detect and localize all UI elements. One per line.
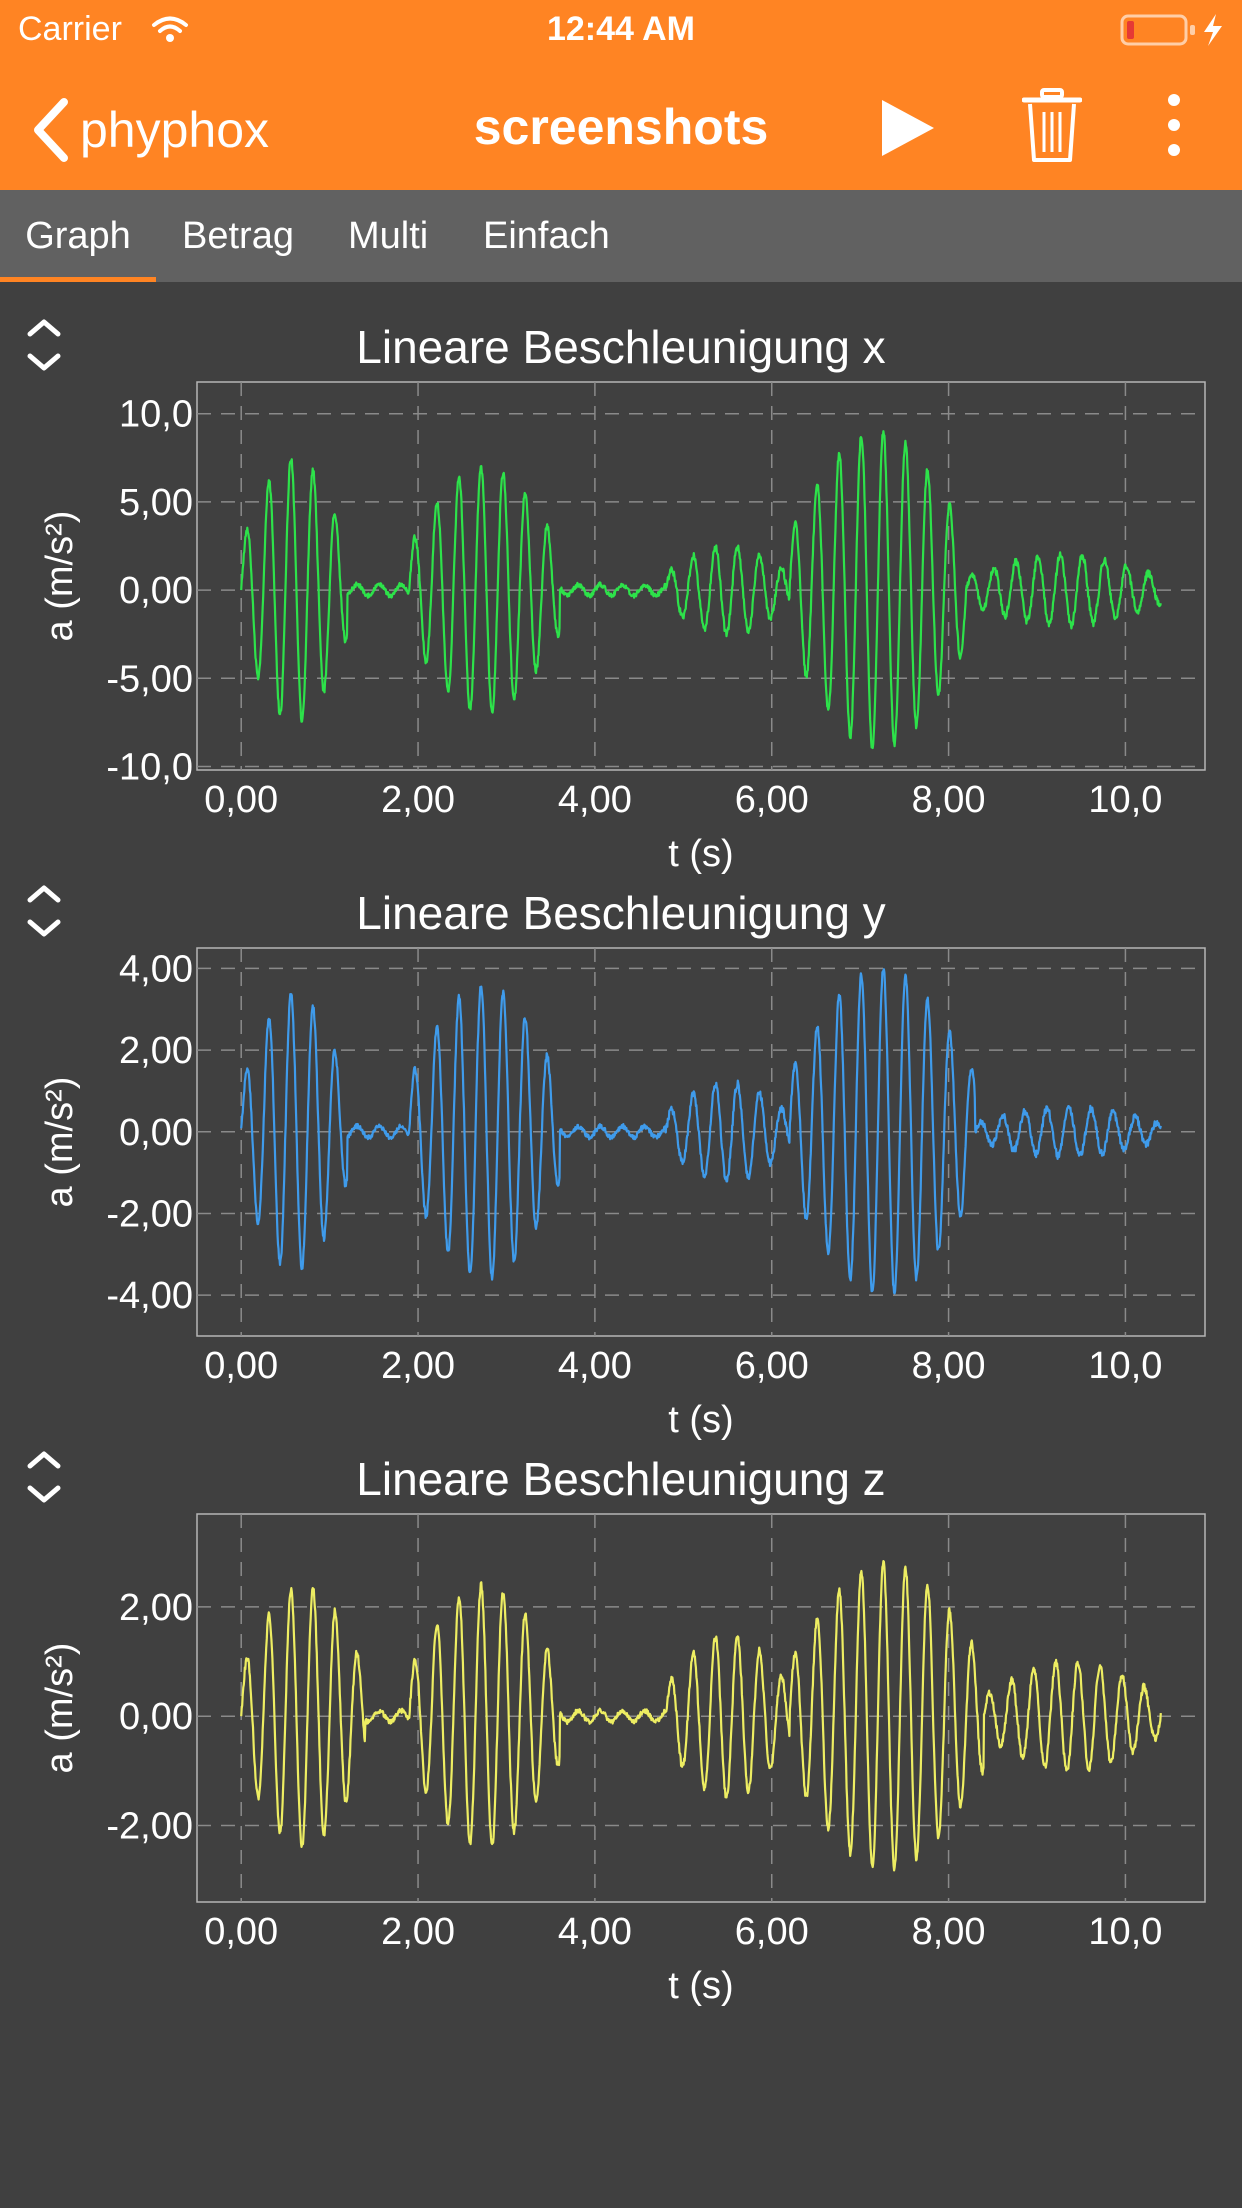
tab-label: Multi (348, 215, 429, 257)
chart-x[interactable]: 0,00 2,00 4,00 6,00 8,00 10,0 10,0 5,00 0,00 -5,0… (0, 312, 1242, 878)
x-tick-label: 10,0 (1088, 1911, 1162, 1953)
x-tick-label: 8,00 (912, 1345, 986, 1387)
graph-title: Lineare Beschleunigung z (356, 1453, 886, 1505)
x-tick-label: 2,00 (381, 1345, 455, 1387)
play-icon[interactable] (880, 98, 936, 158)
selected-tab-indicator (0, 277, 156, 282)
y-tick-label: 4,00 (119, 948, 193, 990)
x-tick-label: 0,00 (204, 1345, 278, 1387)
plot-frame (196, 1513, 1206, 1903)
tab-einfach[interactable]: Einfach (483, 190, 610, 282)
wifi-icon (152, 16, 188, 42)
x-tick-label: 10,0 (1088, 779, 1162, 821)
x-axis-label: t (s) (668, 833, 733, 875)
tab-label: Einfach (483, 215, 610, 257)
y-tick-label: 5,00 (119, 482, 193, 524)
x-tick-label: 2,00 (381, 1911, 455, 1953)
y-tick-label: -10,0 (106, 746, 193, 788)
x-tick-label: 4,00 (558, 1911, 632, 1953)
series-line (240, 1559, 1162, 1872)
graph-title: Lineare Beschleunigung x (356, 321, 886, 373)
y-tick-label: -2,00 (106, 1805, 193, 1847)
y-axis-label: a (m/s²) (39, 1643, 81, 1774)
carrier-label: Carrier (18, 10, 122, 48)
tab-label: Betrag (182, 215, 294, 257)
collapse-toggle-icon[interactable] (26, 316, 62, 376)
y-tick-label: 2,00 (119, 1030, 193, 1072)
x-axis-label: t (s) (668, 1399, 733, 1441)
x-tick-label: 6,00 (735, 1911, 809, 1953)
graph-lineare-beschleunigung-z: 0,00 2,00 4,00 6,00 8,00 10,0 2,00 0,00 -2,00 t (… (0, 1444, 1242, 2010)
tab-label: Graph (25, 215, 131, 257)
plot-frame (196, 381, 1206, 771)
chart-z[interactable]: 0,00 2,00 4,00 6,00 8,00 10,0 2,00 0,00 -2,00 t (… (0, 1444, 1242, 2010)
y-tick-label: 0,00 (119, 1696, 193, 1738)
y-tick-label: 10,0 (119, 394, 193, 436)
collapse-toggle-icon[interactable] (26, 1448, 62, 1508)
x-tick-label: 8,00 (912, 1911, 986, 1953)
tab-multi[interactable]: Multi (348, 190, 428, 282)
x-tick-label: 8,00 (912, 779, 986, 821)
chevron-left-icon (34, 98, 68, 162)
tab-betrag[interactable]: Betrag (182, 190, 294, 282)
y-tick-label: -4,00 (106, 1275, 193, 1317)
x-tick-label: 6,00 (735, 779, 809, 821)
x-tick-label: 6,00 (735, 1345, 809, 1387)
x-tick-label: 2,00 (381, 779, 455, 821)
series-line (240, 968, 1162, 1295)
y-tick-label: 2,00 (119, 1587, 193, 1629)
x-tick-label: 10,0 (1088, 1345, 1162, 1387)
tab-bar: Graph Betrag Multi Einfach (0, 190, 1242, 282)
tab-graph[interactable]: Graph (0, 190, 156, 282)
y-axis-label: a (m/s²) (39, 511, 81, 642)
y-tick-label: 0,00 (119, 1112, 193, 1154)
x-tick-label: 4,00 (558, 779, 632, 821)
x-axis-label: t (s) (668, 1965, 733, 2007)
x-tick-label: 0,00 (204, 779, 278, 821)
collapse-toggle-icon[interactable] (26, 882, 62, 942)
y-axis-label: a (m/s²) (39, 1077, 81, 1208)
graph-lineare-beschleunigung-y: 0,00 2,00 4,00 6,00 8,00 10,0 4,00 2,00 0,00 -2,0… (0, 878, 1242, 1444)
y-tick-label: -5,00 (106, 658, 193, 700)
navigation-bar: Carrier 12:44 AM phyphox screenshots (0, 0, 1242, 190)
chart-y[interactable]: 0,00 2,00 4,00 6,00 8,00 10,0 4,00 2,00 0,00 -2,0… (0, 878, 1242, 1444)
clock: 12:44 AM (546, 10, 696, 48)
back-label: phyphox (80, 102, 270, 158)
y-tick-label: 0,00 (119, 570, 193, 612)
series-line (240, 430, 1162, 750)
more-vertical-icon[interactable] (1162, 94, 1186, 156)
page-title: screenshots (473, 99, 769, 155)
x-tick-label: 0,00 (204, 1911, 278, 1953)
x-tick-label: 4,00 (558, 1345, 632, 1387)
graph-lineare-beschleunigung-x: 0,00 2,00 4,00 6,00 8,00 10,0 10,0 5,00 0,00 -5,0… (0, 312, 1242, 878)
trash-icon[interactable] (1022, 88, 1082, 164)
battery-icon (1120, 14, 1222, 46)
plot-frame (196, 947, 1206, 1337)
graph-title: Lineare Beschleunigung y (356, 887, 886, 939)
back-button[interactable]: phyphox (30, 95, 269, 165)
y-tick-label: -2,00 (106, 1193, 193, 1235)
